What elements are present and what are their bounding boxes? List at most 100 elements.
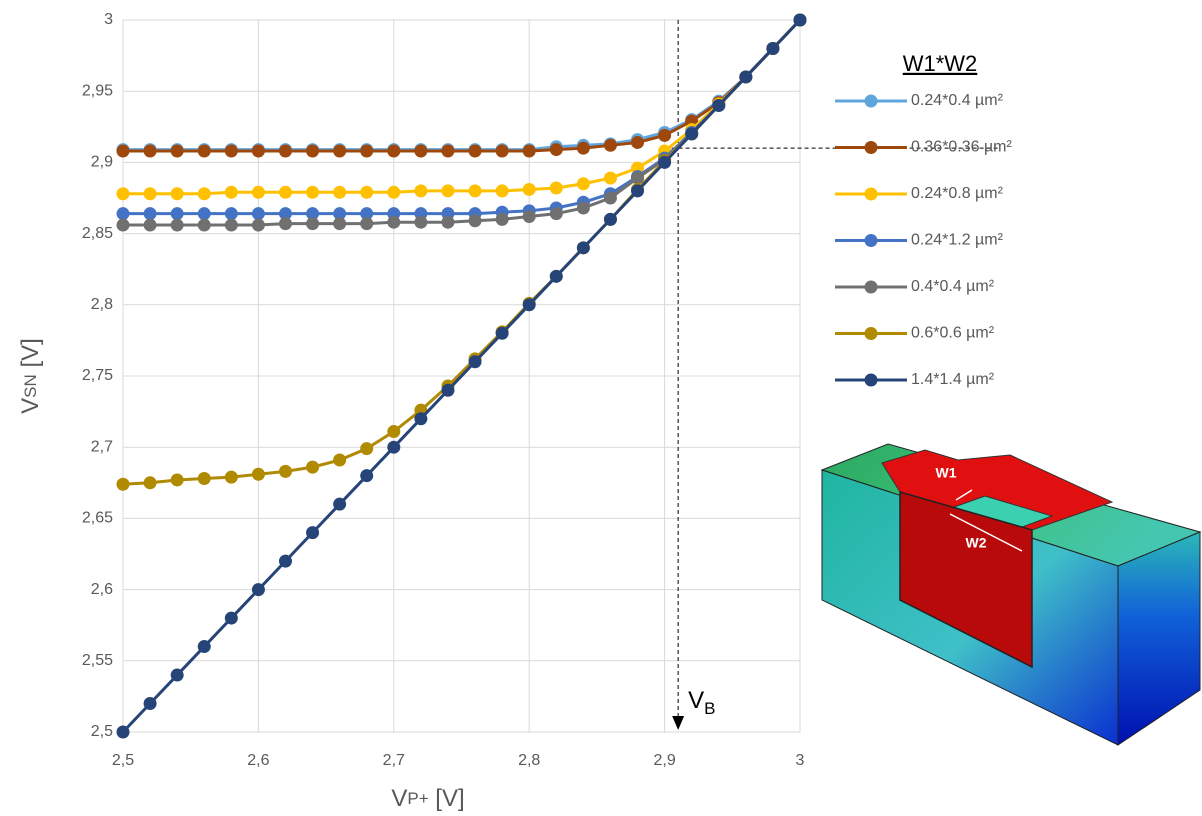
marker: [414, 215, 428, 229]
marker: [658, 128, 672, 142]
marker: [197, 144, 211, 158]
marker: [197, 640, 211, 654]
marker: [197, 187, 211, 201]
marker: [495, 144, 509, 158]
marker: [414, 144, 428, 158]
series-line: [121, 18, 802, 734]
marker: [387, 185, 401, 199]
y-label-part: V: [17, 398, 44, 414]
marker: [143, 697, 157, 711]
marker: [116, 477, 130, 491]
legend-marker: [864, 141, 878, 154]
marker: [333, 144, 347, 158]
marker: [468, 355, 482, 369]
x-tick-label: 2,6: [247, 752, 269, 769]
marker: [278, 554, 292, 568]
marker: [522, 210, 536, 224]
marker: [224, 144, 238, 158]
marker: [414, 412, 428, 426]
x-label-part: [V]: [429, 785, 465, 812]
marker: [116, 187, 130, 201]
marker: [360, 144, 374, 158]
legend-marker: [864, 94, 878, 108]
marker: [333, 185, 347, 199]
series: [116, 13, 807, 491]
legend-label: 0.24*1.2 µm²: [911, 232, 1004, 249]
legend-label: 0.24*0.4 µm²: [911, 92, 1004, 109]
series-line: [123, 18, 802, 196]
marker: [441, 184, 455, 198]
marker: [631, 135, 645, 149]
marker: [306, 526, 320, 540]
y-tick-label: 2,65: [82, 510, 113, 527]
marker: [387, 425, 401, 439]
marker: [549, 143, 563, 157]
marker: [143, 218, 157, 232]
marker: [306, 185, 320, 199]
series: [116, 13, 807, 157]
marker: [387, 215, 401, 229]
series-line: [122, 18, 802, 486]
marker: [197, 472, 211, 486]
marker: [224, 218, 238, 232]
marker: [116, 207, 130, 221]
marker: [658, 155, 672, 169]
marker: [441, 383, 455, 397]
legend-title: W1*W2: [903, 51, 978, 76]
marker: [441, 215, 455, 229]
y-label-part: SN: [21, 374, 40, 398]
marker: [306, 217, 320, 231]
annotation-sub: B: [704, 699, 715, 718]
marker: [170, 218, 184, 232]
marker: [576, 241, 590, 255]
marker: [333, 207, 347, 221]
series: [116, 13, 807, 201]
marker: [224, 611, 238, 625]
marker: [170, 207, 184, 221]
marker: [441, 144, 455, 158]
y-tick-label: 2,6: [91, 581, 113, 598]
marker: [603, 138, 617, 152]
marker: [549, 269, 563, 283]
y-tick-label: 2,5: [91, 723, 113, 740]
marker: [603, 191, 617, 205]
legend-marker: [864, 280, 878, 294]
marker: [522, 182, 536, 196]
marker: [306, 144, 320, 158]
marker: [306, 460, 320, 474]
x-tick-label: 2,7: [383, 752, 405, 769]
y-tick-label: 2,7: [91, 438, 113, 455]
legend-label: 0.36*0.36 µm²: [911, 139, 1013, 156]
y-tick-label: 2,95: [82, 82, 113, 99]
marker: [278, 207, 292, 221]
marker: [360, 185, 374, 199]
annotation: VB: [688, 687, 715, 718]
marker: [143, 476, 157, 490]
device-figure: W1 W2: [820, 443, 1202, 746]
marker: [360, 217, 374, 231]
marker: [360, 469, 374, 483]
marker: [360, 207, 374, 221]
marker: [306, 207, 320, 221]
marker: [631, 171, 645, 185]
y-tick-label: 2,85: [82, 225, 113, 242]
legend-marker: [864, 234, 878, 247]
marker: [143, 187, 157, 201]
marker: [387, 144, 401, 158]
x-tick-label: 2,9: [653, 752, 675, 769]
y-tick-label: 3: [104, 11, 113, 28]
marker: [197, 218, 211, 232]
x-label-part: P+: [407, 789, 428, 808]
y-tick-label: 2,9: [91, 154, 113, 171]
marker: [333, 217, 347, 231]
marker: [278, 464, 292, 478]
legend-marker: [864, 187, 878, 201]
x-tick-label: 2,5: [112, 752, 134, 769]
legend-marker: [864, 373, 878, 387]
y-tick-label: 2,55: [82, 652, 113, 669]
marker: [468, 144, 482, 158]
marker: [603, 212, 617, 226]
marker: [278, 185, 292, 199]
marker: [170, 187, 184, 201]
